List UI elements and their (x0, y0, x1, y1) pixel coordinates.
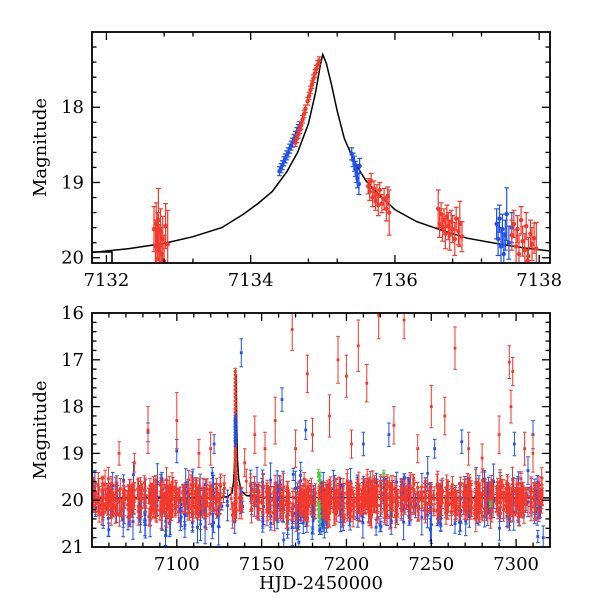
model-light-curve (93, 52, 549, 254)
y-tick-label: 19 (61, 173, 84, 194)
x-tick-label: 7134 (228, 270, 274, 291)
event-red-upper-points (233, 370, 237, 418)
y-tick-label: 19 (61, 443, 84, 464)
corner-notch-marker (92, 251, 113, 263)
bottom-panel-tick-labels: 7100 7150 7200 7250 7300 16 17 18 19 20 21 (61, 303, 539, 575)
top-panel: 7132 7134 7136 7138 18 19 20 Magnitude (30, 31, 562, 291)
top-panel-data-area (93, 52, 549, 262)
y-tick-label: 21 (61, 537, 84, 558)
x-tick-label: 7100 (154, 554, 200, 575)
y-axis-title: Magnitude (30, 380, 51, 479)
y-tick-label: 18 (61, 97, 84, 118)
top-panel-tick-labels: 7132 7134 7136 7138 18 19 20 (61, 97, 562, 291)
y-tick-label: 20 (61, 490, 84, 511)
x-tick-label: 7250 (408, 554, 454, 575)
blue-photometry-error-bars (277, 120, 515, 262)
y-tick-label: 16 (61, 303, 84, 324)
y-tick-label: 18 (61, 397, 84, 418)
y-axis-title: Magnitude (30, 98, 51, 197)
bottom-panel-ticks (92, 313, 550, 547)
x-tick-label: 7136 (372, 270, 418, 291)
red-photometry-error-bars (151, 56, 539, 262)
top-panel-frame (91, 31, 551, 264)
bottom-panel-frame (91, 312, 551, 548)
bottom-panel-data-area (93, 314, 549, 546)
red-photometry-points (151, 58, 539, 262)
x-axis-title: HJD-2450000 (259, 573, 383, 594)
red-band-points (93, 314, 544, 521)
top-panel-ticks (92, 32, 550, 263)
x-tick-label: 7150 (239, 554, 285, 575)
bottom-panel: 7100 7150 7200 7250 7300 16 17 18 19 20 21 Magnitud… (30, 303, 551, 594)
x-tick-label: 7138 (516, 270, 562, 291)
y-tick-label: 17 (61, 350, 84, 371)
blue-photometry-points (277, 123, 514, 257)
x-tick-label: 7132 (83, 270, 129, 291)
x-tick-label: 7300 (493, 554, 539, 575)
y-tick-label: 20 (61, 248, 84, 269)
event-red-lower-points (233, 445, 238, 518)
event-blue-mid-points (233, 416, 237, 445)
x-tick-label: 7200 (323, 554, 369, 575)
